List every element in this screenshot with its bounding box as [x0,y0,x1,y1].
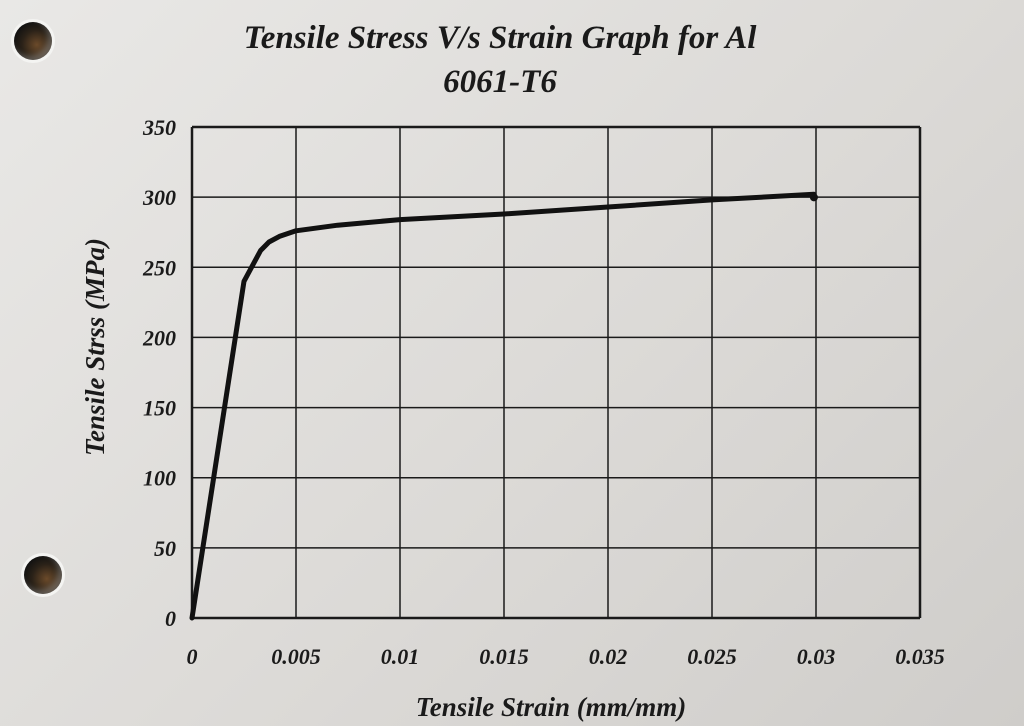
y-tick-label: 0 [165,606,176,631]
y-axis-label: Tensile Strss (MPa) [80,238,110,456]
y-axis-ticks: 0 50 100 150 200 250 300 350 [142,115,176,631]
x-axis-ticks: 0 0.005 0.01 0.015 0.02 0.025 0.03 0.035 [187,644,945,669]
chart-title: Tensile Stress V/s Strain Graph for Al [244,20,758,56]
x-tick-label: 0.035 [895,644,945,669]
x-tick-label: 0 [187,644,198,669]
y-tick-label: 100 [143,466,176,491]
line-end-marker [809,193,818,202]
x-tick-label: 0.03 [797,644,836,669]
y-tick-label: 50 [154,536,176,561]
y-tick-label: 150 [143,396,176,421]
punch-hole-bottom [24,556,62,594]
punch-hole-top [14,22,52,60]
stress-strain-line [189,191,817,621]
x-axis-label: Tensile Strain (mm/mm) [416,692,687,722]
chart-subtitle: 6061-T6 [443,64,557,100]
y-tick-label: 350 [142,115,176,140]
y-tick-label: 300 [142,185,176,210]
x-tick-label: 0.005 [271,644,321,669]
x-tick-label: 0.025 [687,644,737,669]
x-tick-label: 0.02 [589,644,628,669]
grid [190,125,922,620]
y-tick-label: 250 [142,255,176,280]
y-tick-label: 200 [142,325,176,350]
x-tick-label: 0.015 [479,644,529,669]
x-tick-label: 0.01 [381,644,420,669]
